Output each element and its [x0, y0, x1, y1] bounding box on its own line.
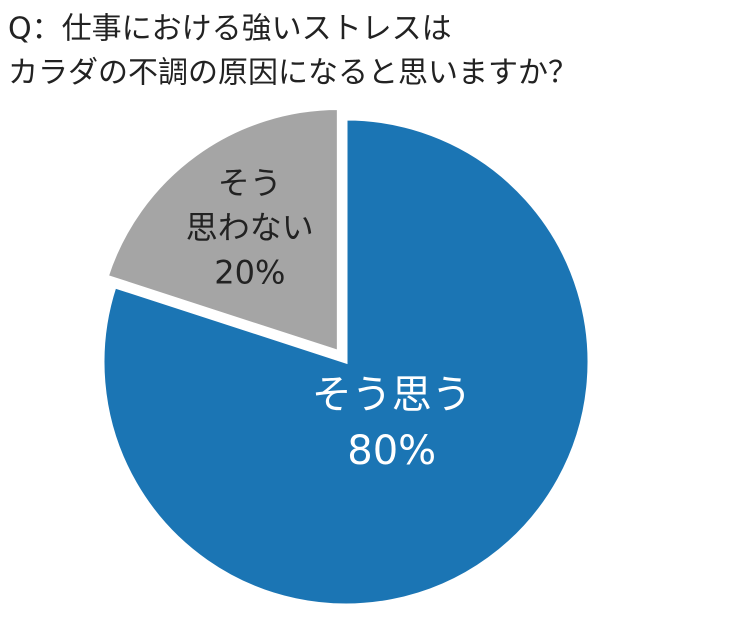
data-label: 20%: [214, 253, 285, 291]
slice-label: そう思う: [312, 372, 472, 418]
slice-label: 思わない: [186, 209, 314, 247]
data-label: 80%: [347, 428, 436, 474]
chart-title: カラダの不調の原因になると思いますか？: [8, 56, 578, 91]
slice-label: そう: [218, 164, 282, 202]
pie-slice: [105, 106, 340, 354]
pie-slice: [101, 117, 591, 607]
chart-title: Q：仕事における強いストレスは: [8, 12, 452, 47]
